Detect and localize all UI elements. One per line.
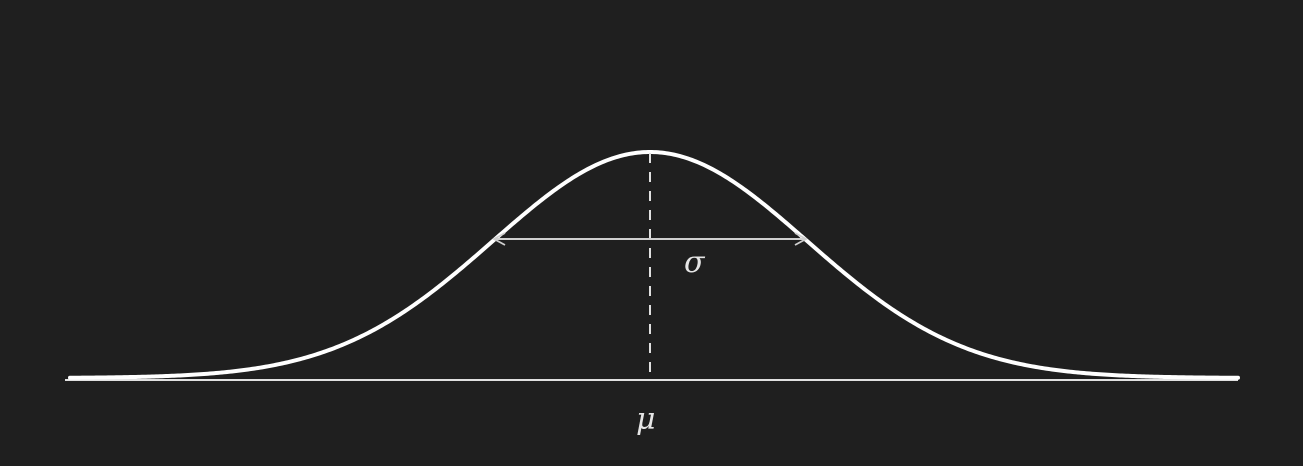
mean-label: μ	[636, 402, 656, 437]
sigma-label: σ	[684, 245, 705, 280]
bell-curve	[68, 150, 1240, 380]
